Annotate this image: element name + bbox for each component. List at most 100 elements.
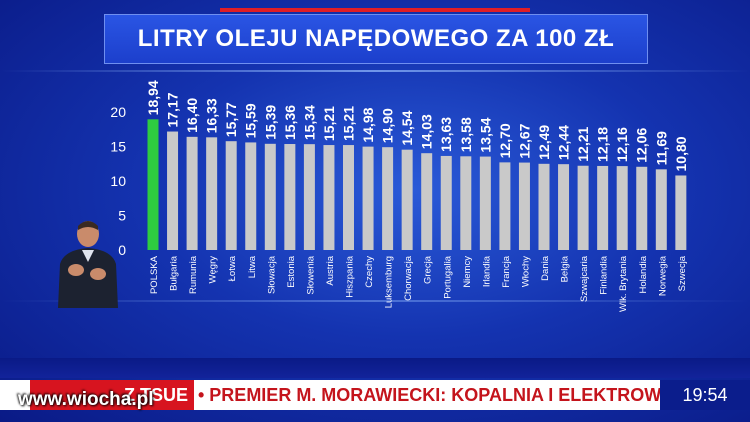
category-label: Rumunia [188,255,199,294]
value-label: 15,34 [301,105,317,140]
clock: 19:54 [660,380,750,410]
category-label: Łotwa [227,255,238,281]
bar [421,153,433,250]
value-label: 16,40 [184,98,200,133]
bar [245,142,257,250]
value-label: 13,58 [458,117,474,152]
watermark: www.wiocha.pl [18,389,154,410]
value-label: 15,21 [341,106,357,141]
bar [597,165,609,250]
value-label: 14,54 [399,110,415,145]
value-label: 12,49 [536,125,552,160]
background-glow-line [0,70,750,72]
bar [460,156,472,250]
value-label: 12,16 [614,127,630,162]
value-label: 18,94 [145,80,161,115]
bar [264,143,276,250]
value-label: 12,67 [516,123,532,158]
bar [558,164,570,250]
ticker-text: • PREMIER M. MORAWIECKI: KOPALNIA I ELEK… [198,385,660,405]
category-label: Holandia [638,255,649,293]
category-label: Czechy [364,256,375,288]
value-label: 15,36 [282,105,298,140]
category-label: Włochy [520,256,531,287]
bar [167,131,179,250]
value-label: 12,21 [575,127,591,162]
bar [147,119,159,251]
chart-title: LITRY OLEJU NAPĘDOWEGO ZA 100 ZŁ [137,25,615,52]
category-label: Szwecja [677,255,688,291]
y-tick-label: 15 [110,139,126,155]
category-label: Dania [540,255,551,281]
category-label: Norwegia [657,255,668,296]
category-label: Luksemburg [384,256,395,308]
bar [518,162,530,250]
value-label: 12,44 [556,125,572,160]
bar [186,136,198,250]
top-accent-stripe [220,8,530,12]
bar [616,166,628,250]
category-label: Grecja [423,255,434,284]
y-tick-label: 0 [118,242,126,258]
value-label: 14,90 [380,108,396,143]
category-label: Belgia [560,255,571,282]
category-label: Bułgaria [169,255,180,291]
value-label: 13,54 [477,117,493,152]
bar [362,146,374,250]
lower-band [0,358,750,378]
bar [655,169,667,250]
bar [440,155,452,250]
category-label: Niemcy [462,256,473,288]
y-tick-label: 5 [118,208,126,224]
bar [675,175,687,250]
y-tick-label: 20 [110,104,126,120]
value-label: 15,21 [321,106,337,141]
category-label: Słowenia [305,255,316,294]
bar [284,144,296,250]
category-label: Słowacja [266,255,277,294]
value-label: 17,17 [165,92,181,127]
category-label: Estonia [286,255,297,287]
bar [206,137,218,250]
ticker-label: Z TSUE [30,380,194,410]
value-label: 13,63 [438,117,454,152]
bar [577,165,589,250]
category-label: Litwa [247,255,258,278]
bar [499,162,511,250]
value-label: 15,59 [243,103,259,138]
category-label: POLSKA [149,255,160,294]
category-label: Wlk. Brytania [618,255,629,312]
bar [382,147,394,250]
bar [303,144,315,250]
bar [225,141,237,250]
chart-title-box: LITRY OLEJU NAPĘDOWEGO ZA 100 ZŁ [104,14,648,64]
value-label: 15,39 [262,105,278,140]
value-label: 15,77 [223,102,239,137]
value-label: 12,70 [497,123,513,158]
category-label: Portugalia [442,255,453,298]
bar [636,166,648,250]
category-label: Chorwacja [403,255,414,301]
bar [538,163,550,250]
sign-language-interpreter [58,221,118,308]
category-label: Irlandia [481,255,492,287]
value-label: 14,03 [419,114,435,149]
background-glow-line [0,300,750,302]
category-label: Węgry [208,256,219,284]
value-label: 10,80 [673,136,689,171]
bar [343,145,354,250]
category-label: Szwajcaria [579,255,590,302]
bar [401,149,413,250]
value-label: 16,33 [204,98,220,133]
category-label: Hiszpania [345,255,356,297]
category-label: Austria [325,255,336,285]
value-label: 12,18 [595,127,611,162]
news-ticker: Z TSUE • PREMIER M. MORAWIECKI: KOPALNIA… [0,380,750,410]
bar [479,156,491,250]
bar [323,145,335,250]
value-label: 12,06 [634,128,650,163]
category-label: Francja [501,255,512,287]
y-tick-label: 10 [110,173,126,189]
